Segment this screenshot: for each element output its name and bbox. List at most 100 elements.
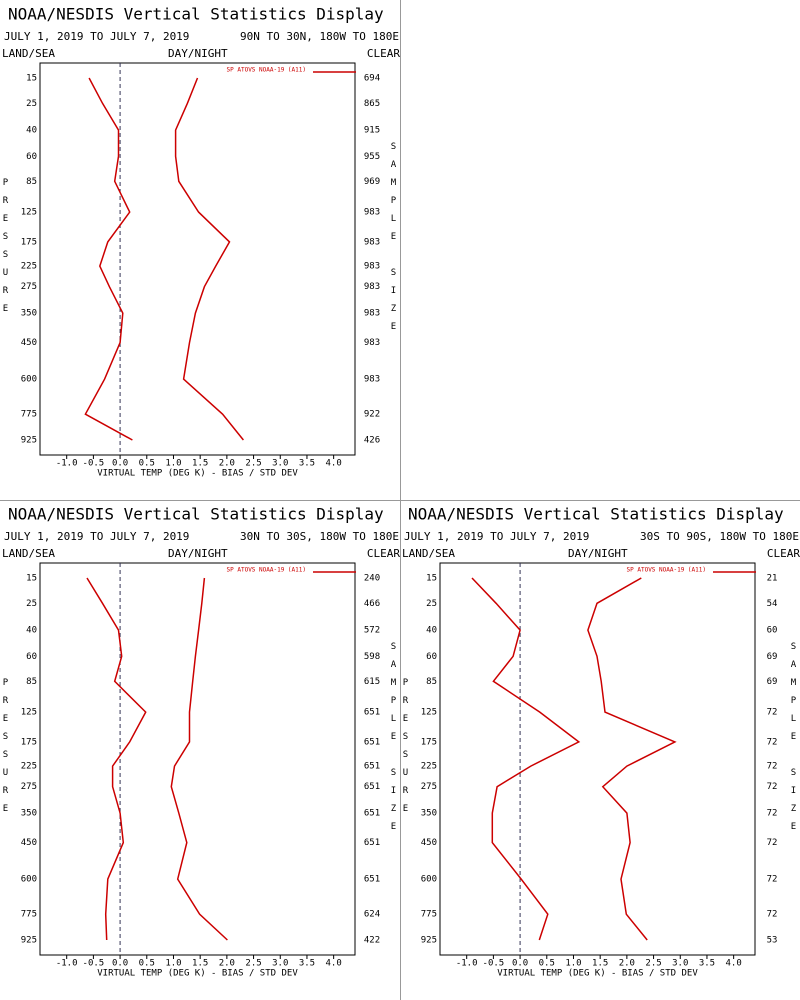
y-tick-label: 40 xyxy=(26,126,37,136)
sample-size: 983 xyxy=(364,309,380,319)
y-tick-label: 775 xyxy=(21,410,37,420)
y-tick-label: 60 xyxy=(26,152,37,162)
x-tick-label: 2.0 xyxy=(219,959,235,969)
series-line xyxy=(587,577,677,941)
y-tick-label: 85 xyxy=(26,177,37,187)
chart-title: NOAA/NESDIS Vertical Statistics Display xyxy=(8,505,384,524)
x-tick-label: 1.0 xyxy=(165,459,181,469)
sample-size: 651 xyxy=(364,762,380,772)
sky-label: CLEAR xyxy=(367,47,400,60)
y-tick-label: 40 xyxy=(26,626,37,636)
surface-label: LAND/SEA xyxy=(2,47,55,60)
y-tick-label: 125 xyxy=(21,208,37,218)
legend-label: SP ATOVS NOAA-19 (A11) xyxy=(227,567,306,574)
x-tick-label: 3.5 xyxy=(699,959,715,969)
x-tick-label: 1.0 xyxy=(565,959,581,969)
y-tick-label: 15 xyxy=(26,74,37,84)
y2-axis-label: SAMPLE SIZE xyxy=(389,642,399,840)
y-tick-label: 450 xyxy=(21,338,37,348)
x-tick-label: -1.0 xyxy=(56,959,78,969)
x-axis-label: VIRTUAL TEMP (DEG K) - BIAS / STD DEV xyxy=(97,969,298,979)
sample-size: 915 xyxy=(364,126,380,136)
series-line xyxy=(471,577,581,941)
y-tick-label: 85 xyxy=(426,677,437,687)
x-tick-label: -0.5 xyxy=(483,959,505,969)
time-label: DAY/NIGHT xyxy=(168,47,228,60)
x-tick-label: 0.5 xyxy=(139,459,155,469)
sample-size: 72 xyxy=(767,910,778,920)
sample-size: 651 xyxy=(364,809,380,819)
region: 30S TO 90S, 180W TO 180E xyxy=(640,530,799,543)
sample-size: 615 xyxy=(364,677,380,687)
y-tick-label: 15 xyxy=(426,574,437,584)
plot-frame xyxy=(39,62,356,456)
y-tick-label: 275 xyxy=(21,782,37,792)
date-range: JULY 1, 2019 TO JULY 7, 2019 xyxy=(4,30,189,43)
series-line xyxy=(174,77,244,441)
x-tick-label: 3.5 xyxy=(299,959,315,969)
sample-size: 69 xyxy=(767,677,778,687)
sample-size: 422 xyxy=(364,936,380,946)
y2-axis-label: SAMPLE SIZE xyxy=(389,142,399,340)
x-tick-label: 3.0 xyxy=(272,959,288,969)
x-tick-label: 1.0 xyxy=(165,959,181,969)
x-tick-label: -0.5 xyxy=(83,459,105,469)
y-tick-label: 225 xyxy=(421,762,437,772)
plot-frame xyxy=(39,562,356,956)
sample-size: 983 xyxy=(364,208,380,218)
y-tick-label: 175 xyxy=(21,737,37,747)
y-tick-label: 125 xyxy=(21,708,37,718)
region: 30N TO 30S, 180W TO 180E xyxy=(240,530,399,543)
x-tick-label: 0.5 xyxy=(539,959,555,969)
panel: NOAA/NESDIS Vertical Statistics Display J… xyxy=(1,5,401,479)
y-tick-label: 925 xyxy=(21,936,37,946)
x-tick-label: 3.5 xyxy=(299,459,315,469)
x-tick-label: 0.5 xyxy=(139,959,155,969)
panel: NOAA/NESDIS Vertical Statistics Display J… xyxy=(401,505,800,979)
time-label: DAY/NIGHT xyxy=(568,547,628,560)
x-tick-label: 0.0 xyxy=(112,459,128,469)
x-tick-label: 0.0 xyxy=(112,959,128,969)
y-tick-label: 225 xyxy=(21,262,37,272)
time-label: DAY/NIGHT xyxy=(168,547,228,560)
sample-size: 969 xyxy=(364,177,380,187)
y-tick-label: 60 xyxy=(26,652,37,662)
sample-size: 53 xyxy=(767,936,778,946)
sample-size: 72 xyxy=(767,782,778,792)
series-line xyxy=(86,577,147,941)
sample-size: 598 xyxy=(364,652,380,662)
y-tick-label: 350 xyxy=(21,309,37,319)
x-tick-label: 1.5 xyxy=(592,959,608,969)
y-axis-label: PRESSURE xyxy=(1,178,11,322)
x-tick-label: 4.0 xyxy=(326,459,342,469)
sample-size: 72 xyxy=(767,762,778,772)
y-tick-label: 775 xyxy=(421,910,437,920)
date-range: JULY 1, 2019 TO JULY 7, 2019 xyxy=(404,530,589,543)
sample-size: 72 xyxy=(767,875,778,885)
x-tick-label: 2.5 xyxy=(645,959,661,969)
y-tick-label: 175 xyxy=(421,737,437,747)
x-tick-label: 2.0 xyxy=(619,959,635,969)
surface-label: LAND/SEA xyxy=(2,547,55,560)
x-tick-label: 3.0 xyxy=(672,959,688,969)
x-tick-label: 1.5 xyxy=(192,959,208,969)
y-tick-label: 125 xyxy=(421,708,437,718)
series-line xyxy=(84,77,133,441)
x-tick-label: -1.0 xyxy=(56,459,78,469)
sample-size: 651 xyxy=(364,708,380,718)
chart-title: NOAA/NESDIS Vertical Statistics Display xyxy=(408,505,784,524)
legend-label: SP ATOVS NOAA-19 (A11) xyxy=(627,567,706,574)
sample-size: 69 xyxy=(767,652,778,662)
y-tick-label: 925 xyxy=(421,936,437,946)
y-tick-label: 350 xyxy=(421,809,437,819)
y-tick-label: 600 xyxy=(21,375,37,385)
x-tick-label: -1.0 xyxy=(456,959,478,969)
x-tick-label: 1.5 xyxy=(192,459,208,469)
sample-size: 72 xyxy=(767,809,778,819)
series-line xyxy=(170,577,228,941)
sample-size: 983 xyxy=(364,375,380,385)
sample-size: 694 xyxy=(364,74,380,84)
x-tick-label: 4.0 xyxy=(326,959,342,969)
x-axis-label: VIRTUAL TEMP (DEG K) - BIAS / STD DEV xyxy=(497,969,698,979)
y-tick-label: 450 xyxy=(21,838,37,848)
